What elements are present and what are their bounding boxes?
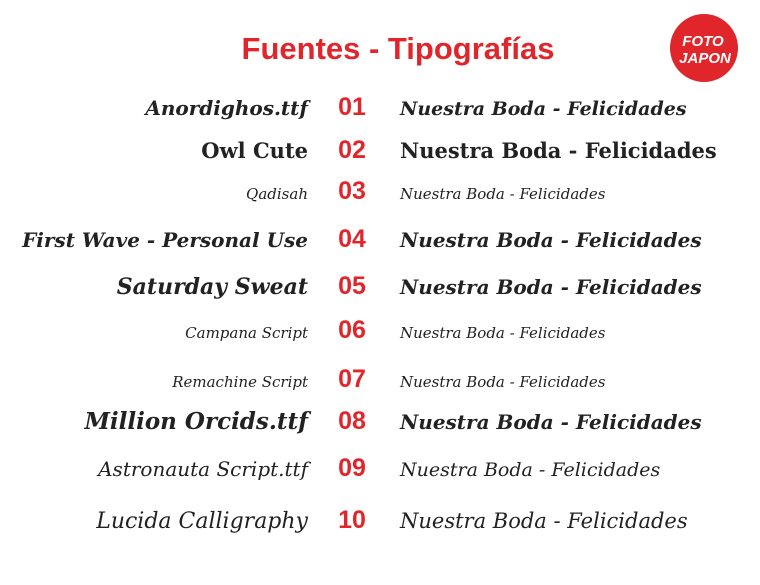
row-number: 03 <box>338 177 366 205</box>
sample-text: Nuestra Boda - Felicidades <box>399 410 702 434</box>
font-name: Lucida Calligraphy <box>95 509 308 534</box>
logo: FOTO JAPON <box>670 14 738 82</box>
sample-text: Nuestra Boda - Felicidades <box>399 509 688 533</box>
sample-text: Nuestra Boda - Felicidades <box>399 324 606 342</box>
row-number: 05 <box>338 272 366 300</box>
sample-text: Nuestra Boda - Felicidades <box>399 185 606 203</box>
sample-text: Nuestra Boda - Felicidades <box>399 98 687 120</box>
font-name: Astronauta Script.ttf <box>96 457 311 481</box>
font-name: Qadisah <box>246 185 308 203</box>
font-name: Anordighos.ttf <box>143 96 311 120</box>
row-number: 02 <box>338 136 366 164</box>
sample-text: Nuestra Boda - Felicidades <box>399 275 702 299</box>
font-name: First Wave - Personal Use <box>21 228 308 252</box>
font-name: Owl Cute <box>201 138 308 163</box>
row-number: 09 <box>338 454 366 482</box>
sample-text: Nuestra Boda - Felicidades <box>399 228 702 252</box>
font-name: Campana Script <box>185 324 309 342</box>
row-number: 04 <box>338 225 366 253</box>
row-number: 01 <box>338 93 366 121</box>
font-name: Saturday Sweat <box>117 274 308 300</box>
font-name: Remachine Script <box>171 373 309 391</box>
logo-circle <box>670 14 738 82</box>
rows: Anordighos.ttf 01 Nuestra Boda - Felicidad… <box>21 93 717 534</box>
logo-line: JAPON <box>679 50 732 67</box>
row-number: 08 <box>338 407 366 435</box>
sample-text: Nuestra Boda - Felicidades <box>400 138 717 163</box>
sample-text: Nuestra Boda - Felicidades <box>399 373 606 391</box>
row-number: 07 <box>338 365 366 393</box>
font-name: Million Orcids.ttf <box>83 408 312 435</box>
logo-line: FOTO <box>682 33 724 50</box>
sample-text: Nuestra Boda - Felicidades <box>399 459 660 481</box>
title: Fuentes - Tipografías <box>242 31 555 66</box>
row-number: 10 <box>338 506 366 534</box>
row-number: 06 <box>338 316 366 344</box>
